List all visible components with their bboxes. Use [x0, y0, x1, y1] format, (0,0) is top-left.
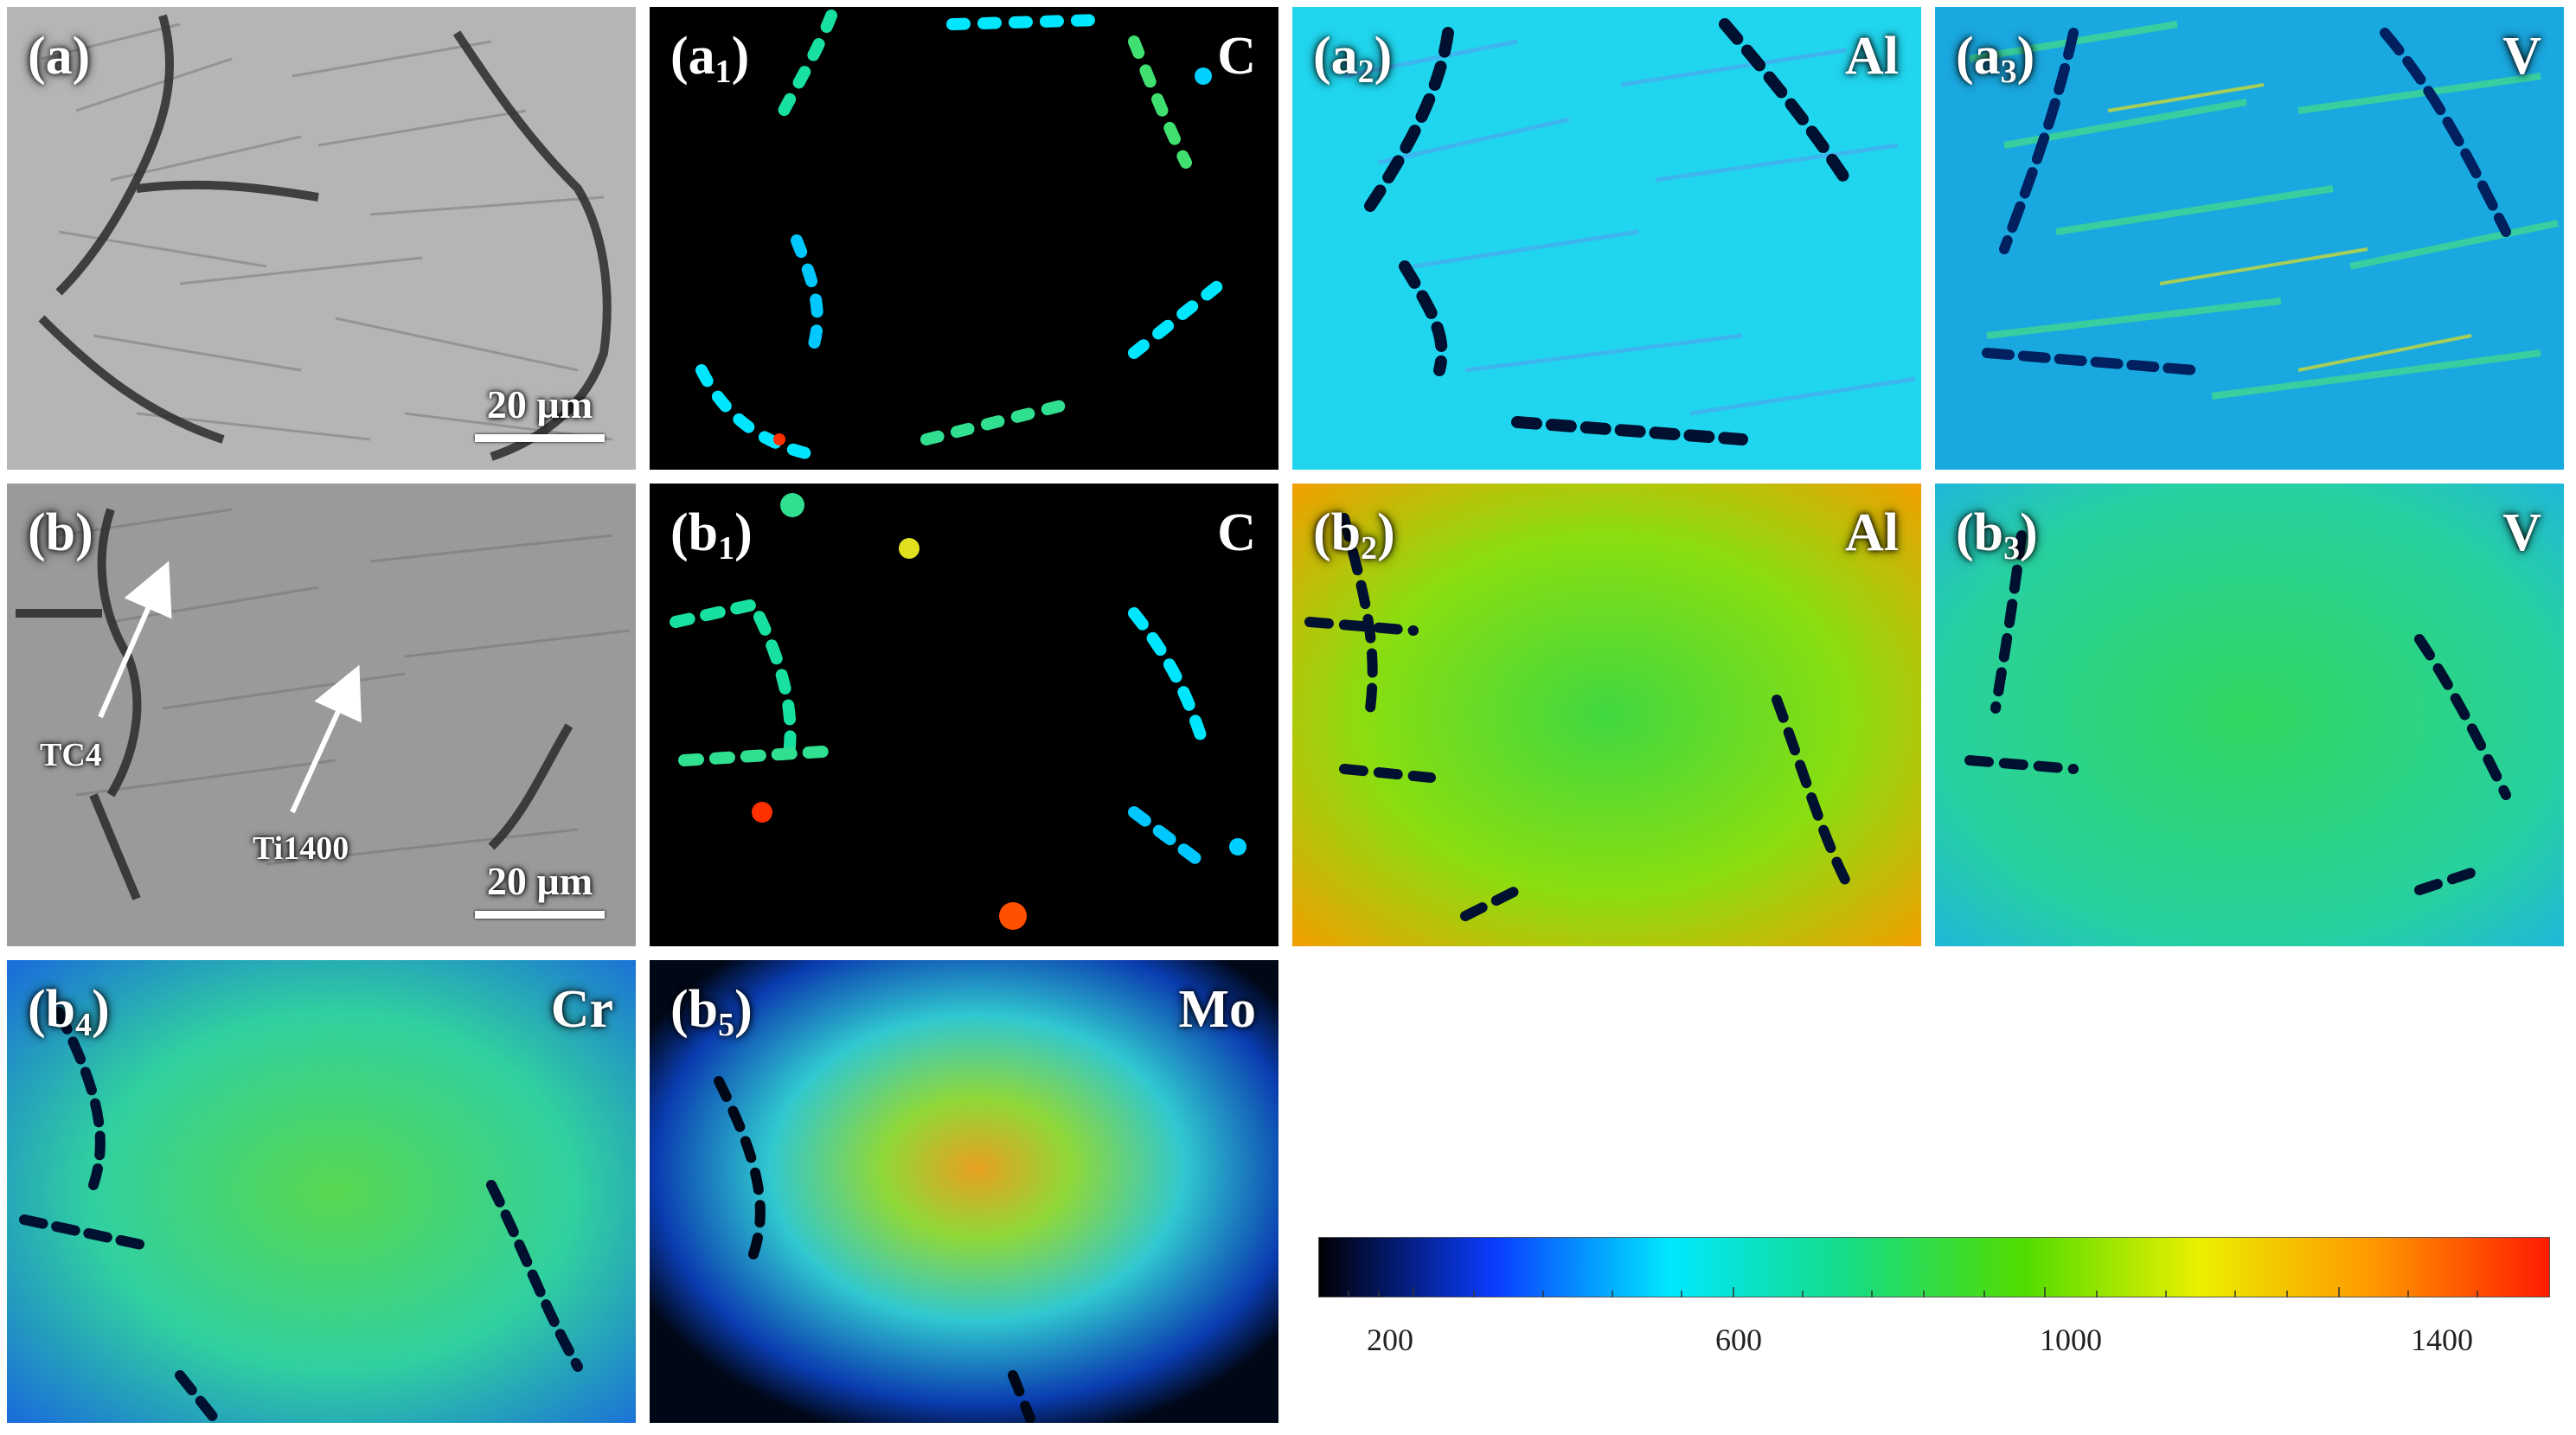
element-map-b2-al [1292, 484, 1921, 946]
label-subscript: 1 [718, 530, 735, 567]
map-panel-b4: (b4) Cr [7, 960, 636, 1423]
element-map-b1-c [650, 484, 1278, 946]
label-subscript: 3 [2003, 530, 2021, 567]
label-subscript: 3 [2000, 54, 2017, 90]
label-text: (a [670, 27, 715, 86]
map-panel-a2: (a2) Al [1292, 7, 1921, 470]
label-text: (a [1313, 27, 1358, 86]
element-label-b5: Mo [1178, 980, 1256, 1039]
label-text: (b [670, 503, 719, 562]
sem-panel-b: (b) TC4 Ti1400 20 µm [7, 484, 636, 946]
panel-label-a1: (a1) [670, 29, 749, 88]
label-subscript: 4 [75, 1007, 93, 1043]
label-text: (b [28, 980, 76, 1039]
sem-panel-a: (a) 20 µm [7, 7, 636, 470]
label-subscript: 2 [1357, 54, 1375, 90]
map-panel-b3: (b3) V [1935, 484, 2564, 946]
label-text: ) [92, 980, 110, 1039]
colorbar-tick-label: 200 [1367, 1323, 1413, 1357]
label-subscript: 2 [1361, 530, 1378, 567]
label-text: ) [2020, 503, 2038, 562]
map-panel-a3: (a3) V [1935, 7, 2564, 470]
panel-label-b: (b) [28, 503, 93, 562]
scale-bar-a: 20 µm [475, 381, 605, 442]
label-text: (b [670, 980, 719, 1039]
scale-bar-b: 20 µm [475, 858, 605, 919]
element-label-b4: Cr [550, 980, 613, 1039]
element-label-a1: C [1217, 27, 1256, 86]
annotation-arrows [98, 561, 362, 814]
element-map-a3-v [1935, 7, 2564, 470]
panel-label-a3: (a3) [1956, 29, 2035, 88]
label-subscript: 1 [714, 54, 732, 90]
panel-label-b1: (b1) [670, 506, 753, 565]
map-panel-a1: (a1) C [650, 7, 1278, 470]
label-text: ) [2016, 27, 2035, 86]
label-text: (a [1956, 27, 2001, 86]
label-text: ) [731, 27, 750, 86]
scale-bar-line [475, 434, 605, 442]
element-label-b2: Al [1845, 503, 1899, 562]
scale-bar-label: 20 µm [486, 859, 593, 903]
element-label-b1: C [1217, 503, 1256, 562]
label-text: ) [734, 980, 753, 1039]
element-map-b5-mo [650, 960, 1278, 1423]
panel-label-b3: (b3) [1956, 506, 2038, 565]
label-text: (b [1313, 503, 1362, 562]
scale-bar-line [475, 911, 605, 919]
annotation-tc4: TC4 [40, 737, 102, 773]
element-map-b4-cr [7, 960, 636, 1423]
label-text: ) [1374, 27, 1393, 86]
scale-bar-label: 20 µm [486, 382, 593, 426]
label-text: ) [734, 503, 753, 562]
map-panel-b5: (b5) Mo [650, 960, 1278, 1423]
element-map-a2-al [1292, 7, 1921, 470]
panel-label-b2: (b2) [1313, 506, 1395, 565]
label-text: (b [1956, 503, 2004, 562]
label-subscript: 5 [718, 1007, 735, 1043]
annotation-ti1400: Ti1400 [253, 830, 349, 867]
colorbar-tick-label: 1400 [2411, 1323, 2473, 1357]
intensity-colorbar [1318, 1237, 2550, 1297]
element-label-a2: Al [1845, 27, 1899, 86]
map-panel-b1: (b1) C [650, 484, 1278, 946]
colorbar-tick-label: 600 [1715, 1323, 1762, 1357]
element-label-b3: V [2502, 503, 2541, 562]
sem-micrograph-a [7, 7, 636, 470]
label-text: ) [1377, 503, 1395, 562]
element-map-b3-v [1935, 484, 2564, 946]
panel-label-a: (a) [28, 27, 91, 86]
map-panel-b2: (b2) Al [1292, 484, 1921, 946]
panel-label-a2: (a2) [1313, 29, 1392, 88]
element-label-a3: V [2502, 27, 2541, 86]
colorbar-tick-label: 1000 [2040, 1323, 2102, 1357]
panel-label-b5: (b5) [670, 983, 753, 1041]
element-map-a1-c [650, 7, 1278, 470]
panel-label-b4: (b4) [28, 983, 110, 1041]
